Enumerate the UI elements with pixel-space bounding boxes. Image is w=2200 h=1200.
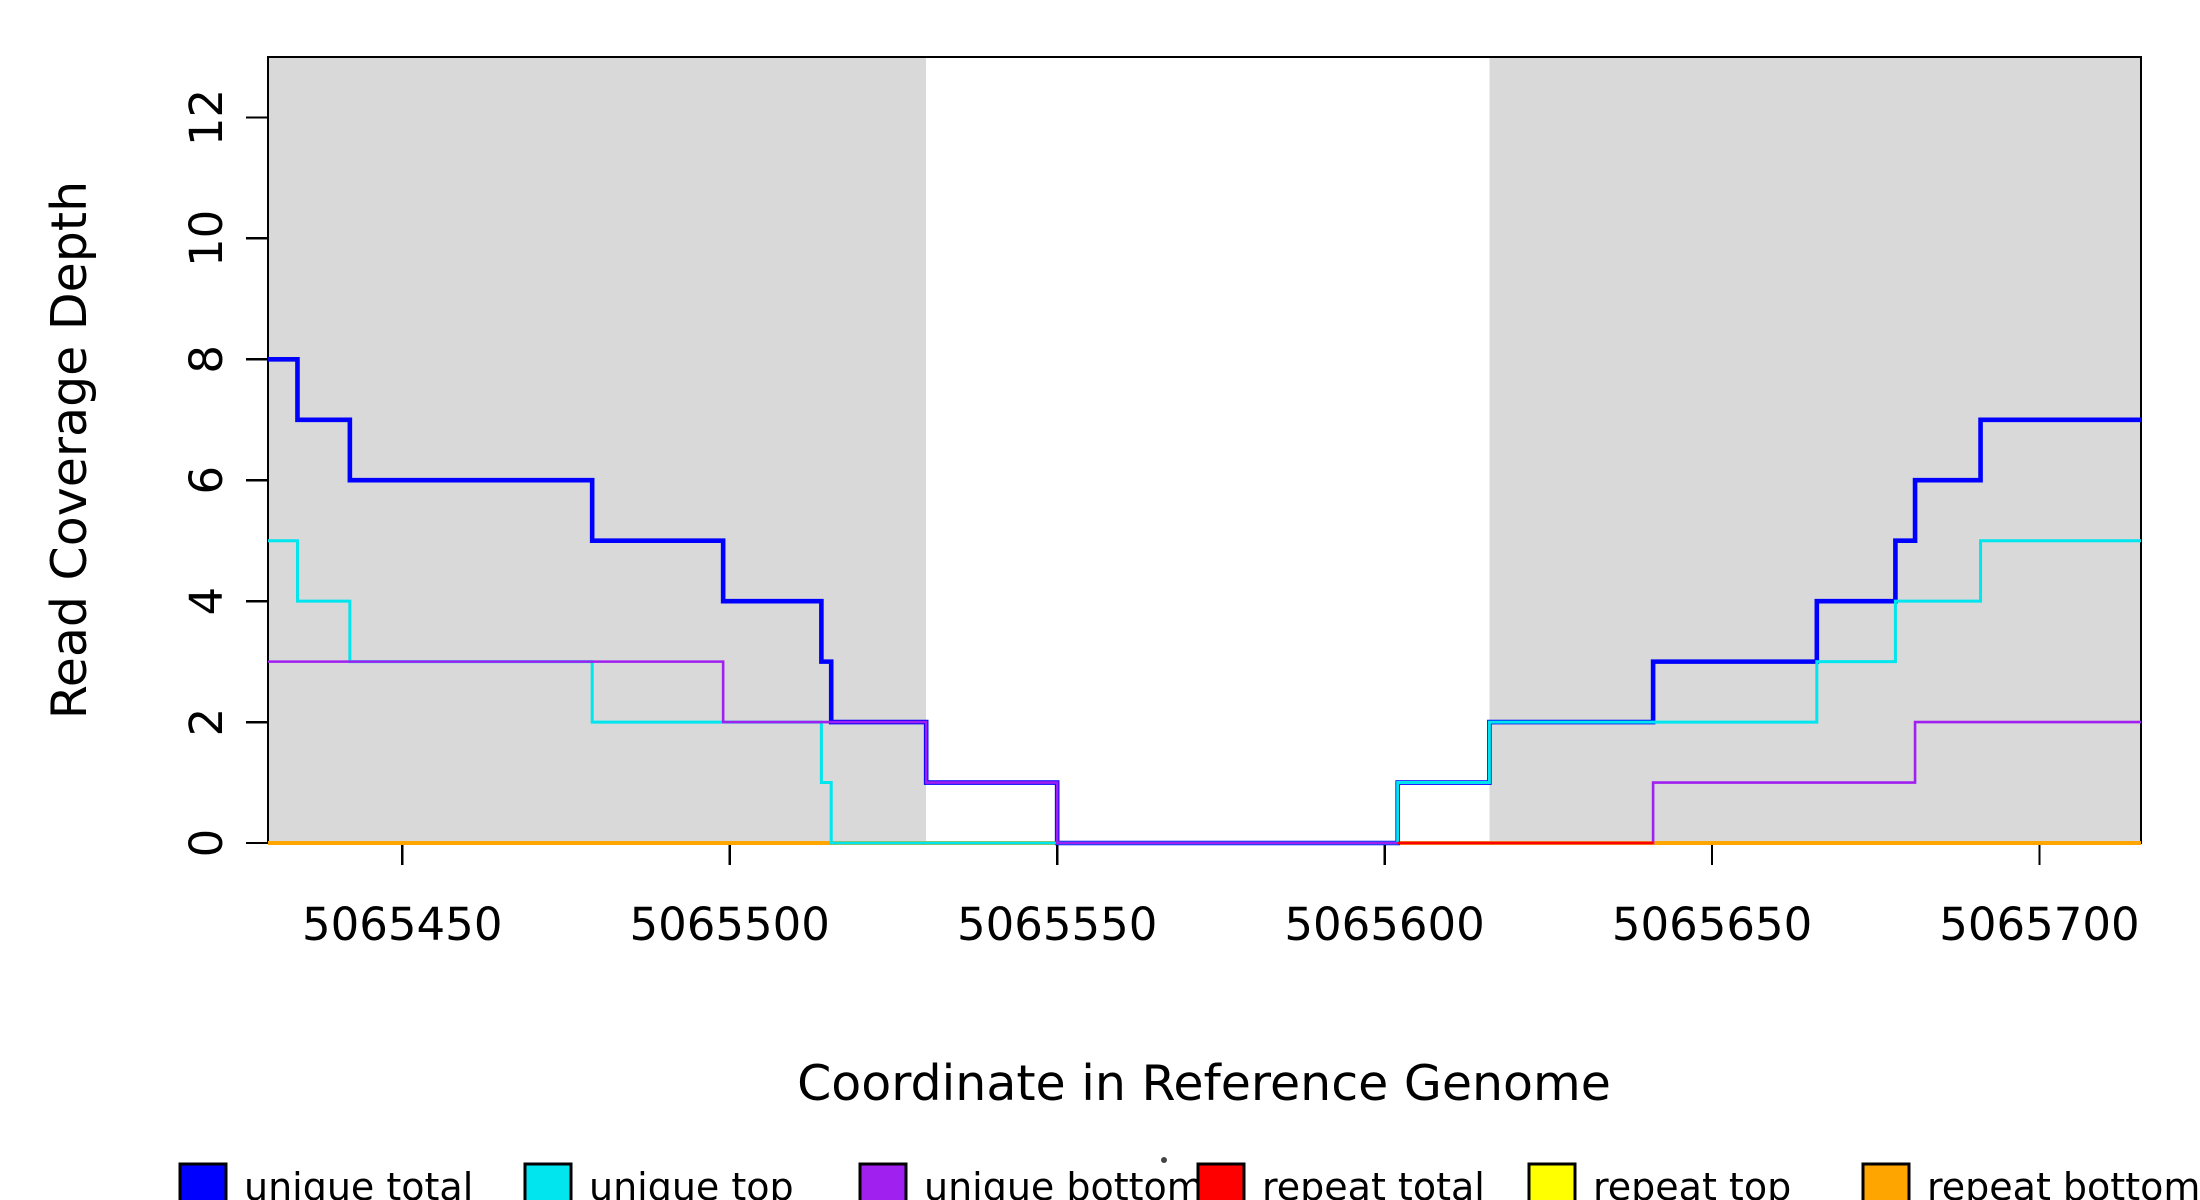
y-tick-label: 0 [180, 829, 233, 858]
shaded-region-right [1489, 57, 2141, 843]
legend-label-unique-top: unique top [589, 1165, 794, 1200]
legend-item-repeat-top: repeat top [1527, 1162, 1791, 1200]
legend-swatch-unique-top [523, 1162, 573, 1200]
legend-swatch-repeat-bottom [1861, 1162, 1911, 1200]
y-tick-label: 2 [180, 708, 233, 737]
series-line-unique-bottom [268, 660, 2141, 845]
legend-label-unique-bottom: unique bottom [924, 1165, 1204, 1200]
y-tick-label: 6 [180, 466, 233, 495]
x-axis-title: Coordinate in Reference Genome [797, 1055, 1611, 1112]
legend-swatch-repeat-top [1527, 1162, 1577, 1200]
x-tick-label: 5065500 [629, 898, 829, 951]
shaded-region-left [268, 57, 927, 843]
plot-area: 5065450 5065500 5065550 5065600 5065650 50657… [180, 55, 2143, 951]
legend-item-unique-bottom: unique bottom [858, 1162, 1204, 1200]
legend-label-repeat-top: repeat top [1593, 1165, 1791, 1200]
legend-item-unique-total: unique total [178, 1162, 473, 1200]
legend: unique total unique top unique bottom repea… [178, 1157, 2200, 1200]
legend-swatch-unique-bottom [858, 1162, 908, 1200]
legend-label-unique-total: unique total [244, 1165, 473, 1200]
y-tick-label: 12 [180, 89, 233, 146]
x-tick-label: 5065600 [1284, 898, 1484, 951]
x-tick-label: 5065650 [1612, 898, 1812, 951]
y-tick-label: 10 [180, 210, 233, 267]
legend-swatch-repeat-total [1196, 1162, 1246, 1200]
x-tick-label: 5065700 [1939, 898, 2139, 951]
legend-artifact-dot [1161, 1157, 1167, 1163]
x-tick-label: 5065450 [302, 898, 502, 951]
y-tick-label: 4 [180, 587, 233, 616]
x-tick-label: 5065550 [957, 898, 1157, 951]
legend-label-repeat-total: repeat total [1262, 1165, 1485, 1200]
y-tick-label: 8 [180, 345, 233, 374]
legend-item-repeat-total: repeat total [1196, 1162, 1485, 1200]
legend-item-repeat-bottom: repeat bottom [1861, 1162, 2200, 1200]
legend-item-unique-top: unique top [523, 1162, 794, 1200]
legend-swatch-unique-total [178, 1162, 228, 1200]
y-axis-title: Read Coverage Depth [41, 181, 98, 719]
legend-label-repeat-bottom: repeat bottom [1927, 1165, 2200, 1200]
